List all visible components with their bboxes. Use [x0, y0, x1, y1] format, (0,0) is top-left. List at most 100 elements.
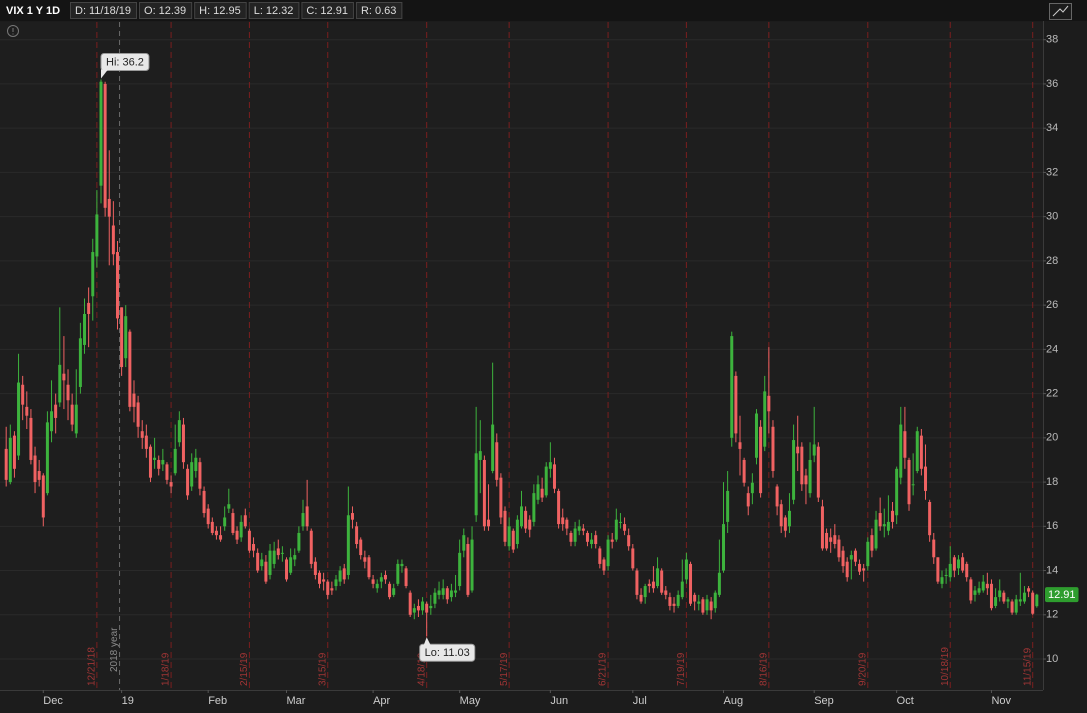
candle-body — [247, 530, 251, 551]
candle-body — [816, 446, 820, 498]
candle-body — [338, 570, 342, 582]
candle-body — [767, 395, 771, 412]
candle-body — [775, 486, 779, 507]
candle-body — [425, 603, 429, 613]
candle-body — [41, 475, 45, 518]
candle-body — [124, 316, 128, 359]
candle-body — [148, 446, 152, 478]
candle-body — [454, 590, 458, 593]
candle-body — [111, 225, 115, 255]
candle-body — [952, 557, 956, 571]
candle-body — [29, 417, 33, 460]
icon-circle — [7, 25, 19, 37]
candle-body — [552, 464, 556, 489]
candle-body — [12, 435, 16, 469]
header-field-box — [301, 2, 354, 19]
candle-body — [83, 313, 87, 345]
candle-body — [796, 446, 800, 454]
candle-body — [21, 384, 25, 405]
candle-body — [25, 406, 29, 416]
candle-body — [1010, 601, 1014, 613]
candle-body — [656, 568, 660, 587]
candle-body — [355, 526, 359, 545]
candle-body — [293, 555, 297, 560]
candle-body — [684, 559, 688, 580]
candle-body — [606, 539, 610, 567]
candle-body — [470, 539, 474, 591]
candle-body — [573, 528, 577, 542]
year-label: 2018 year — [109, 627, 120, 672]
candle-body — [74, 404, 78, 434]
header-field-key: D: — [75, 5, 86, 17]
candle-body — [783, 517, 787, 531]
candle-body — [565, 519, 569, 529]
candle-body — [272, 550, 276, 564]
candle-body — [289, 557, 293, 573]
candle-body — [985, 583, 989, 589]
header-field-key: L: — [254, 5, 263, 17]
header-field-box — [139, 2, 193, 19]
candle-body — [845, 561, 849, 578]
candle-body — [820, 506, 824, 549]
candle-body — [54, 404, 58, 418]
candle-body — [305, 506, 309, 527]
candle-body — [157, 459, 161, 469]
candle-body — [491, 424, 495, 472]
candle-body — [1027, 588, 1031, 592]
x-tick-label: Mar — [287, 695, 306, 707]
button-icon[interactable] — [1052, 5, 1069, 17]
candle-body — [1031, 592, 1035, 614]
candle-body — [449, 590, 453, 598]
chart-symbol: VIX 1 Y 1D — [6, 5, 60, 17]
candle-body — [177, 420, 181, 443]
candle-body — [932, 539, 936, 558]
candle-body — [610, 539, 614, 542]
candle-body — [437, 590, 441, 595]
candle-body — [899, 424, 903, 478]
x-tick-label: 19 — [122, 695, 134, 707]
x-tick-label: Jul — [633, 695, 647, 707]
candle-body — [886, 521, 890, 531]
candle-body — [359, 539, 363, 556]
info-icon — [7, 25, 19, 37]
y-tick-label: 20 — [1046, 432, 1058, 444]
grid — [0, 39, 1046, 693]
candle-body — [689, 563, 693, 604]
candle-body — [313, 561, 317, 575]
drawing-tool-button[interactable] — [1049, 3, 1072, 20]
candle-body — [515, 519, 519, 545]
candle-body — [730, 336, 734, 438]
candle-body — [849, 555, 853, 560]
candle-body — [99, 81, 103, 186]
candle-body — [466, 544, 470, 595]
candle-body — [651, 581, 655, 589]
candle-body — [722, 524, 726, 571]
candle-body — [363, 557, 367, 562]
plot-area — [0, 22, 1043, 690]
expiration-label: 4/18/19 — [416, 652, 427, 686]
candle-body — [495, 442, 499, 480]
candle-body — [231, 513, 235, 533]
candle-body — [590, 539, 594, 545]
x-tick-label: Oct — [897, 695, 914, 707]
candle-body — [668, 597, 672, 606]
candle-body — [153, 457, 157, 460]
candle-body — [594, 535, 598, 545]
candle-body — [367, 557, 371, 578]
candle-body — [623, 524, 627, 531]
candle-body — [742, 459, 746, 483]
button-frame[interactable] — [1049, 3, 1072, 20]
candle-body — [243, 515, 247, 527]
candle-body — [128, 331, 132, 407]
annotation-label: Hi: 36.2 — [106, 56, 144, 68]
candle-body — [165, 464, 169, 480]
last-price-label: 12.91 — [1048, 589, 1076, 601]
y-tick-label: 10 — [1046, 653, 1058, 665]
candle-body — [676, 594, 680, 606]
candle-body — [140, 431, 144, 438]
candle-body — [115, 252, 119, 319]
candle-body — [800, 446, 804, 485]
candle-body — [532, 493, 536, 522]
candle-body — [808, 459, 812, 494]
